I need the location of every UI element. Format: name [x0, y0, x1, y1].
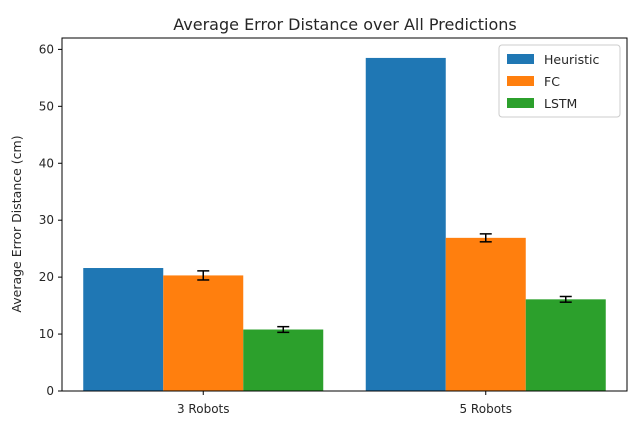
bar-fc-1	[163, 275, 244, 391]
legend-swatch-fc	[507, 76, 534, 86]
error-bars-group	[197, 233, 572, 334]
y-tick-label: 30	[39, 213, 54, 227]
x-tick-label: 5 Robots	[459, 402, 512, 416]
y-tick-label: 40	[39, 156, 54, 170]
bars-group	[83, 57, 606, 391]
x-tick-label: 3 Robots	[177, 402, 230, 416]
y-axis-label: Average Error Distance (cm)	[9, 135, 24, 312]
legend-label-fc: FC	[544, 74, 560, 89]
legend-label-heuristic: Heuristic	[544, 52, 600, 67]
bar-heuristic-2	[365, 57, 446, 391]
legend-swatch-heuristic	[507, 54, 534, 64]
y-axis: 0 10 20 30 40 50 60	[39, 42, 62, 398]
plot-frame	[61, 37, 628, 392]
bar-fc-2	[445, 237, 526, 391]
legend-label-lstm: LSTM	[544, 96, 577, 111]
y-tick-label: 10	[39, 327, 54, 341]
y-tick-label: 50	[39, 99, 54, 113]
y-tick-label: 20	[39, 270, 54, 284]
bar-heuristic-1	[83, 268, 164, 391]
y-tick-label: 60	[39, 42, 54, 56]
legend-swatch-lstm	[507, 98, 534, 108]
legend: Heuristic FC LSTM	[498, 44, 621, 118]
chart-title: Average Error Distance over All Predicti…	[173, 15, 516, 34]
x-axis: 3 Robots 5 Robots	[177, 391, 512, 416]
bar-lstm-2	[525, 299, 606, 391]
y-tick-label: 0	[46, 384, 54, 398]
bar-lstm-1	[243, 329, 324, 391]
